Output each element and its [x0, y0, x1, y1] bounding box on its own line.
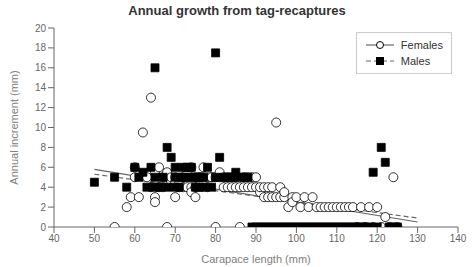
svg-text:80: 80: [210, 233, 222, 244]
svg-text:18: 18: [35, 42, 47, 53]
svg-text:16: 16: [35, 62, 47, 73]
svg-text:Annual increment (mm): Annual increment (mm): [8, 70, 20, 184]
html-text:Males: Males: [400, 55, 431, 67]
svg-text:6: 6: [40, 162, 46, 173]
svg-text:90: 90: [250, 233, 262, 244]
svg-text:70: 70: [170, 233, 182, 244]
svg-text:60: 60: [129, 233, 141, 244]
svg-text:20: 20: [35, 23, 47, 34]
svg-text:140: 140: [450, 233, 466, 244]
svg-text:0: 0: [40, 222, 46, 233]
svg-text:12: 12: [35, 102, 47, 113]
html-text:Females: Females: [400, 39, 443, 51]
svg-text:10: 10: [35, 122, 47, 133]
svg-text:4: 4: [40, 182, 46, 193]
svg-text:14: 14: [35, 82, 47, 93]
svg-text:8: 8: [40, 142, 46, 153]
svg-text:130: 130: [409, 233, 426, 244]
svg-text:120: 120: [369, 233, 386, 244]
svg-text:2: 2: [40, 202, 46, 213]
svg-text:100: 100: [288, 233, 305, 244]
svg-text:110: 110: [329, 233, 345, 244]
svg-text:Carapace length (mm): Carapace length (mm): [201, 253, 310, 265]
html-text:Annual growth from tag-recaptu: Annual growth from tag-recaptures: [128, 3, 346, 18]
svg-text:50: 50: [89, 233, 101, 244]
svg-text:40: 40: [48, 233, 60, 244]
